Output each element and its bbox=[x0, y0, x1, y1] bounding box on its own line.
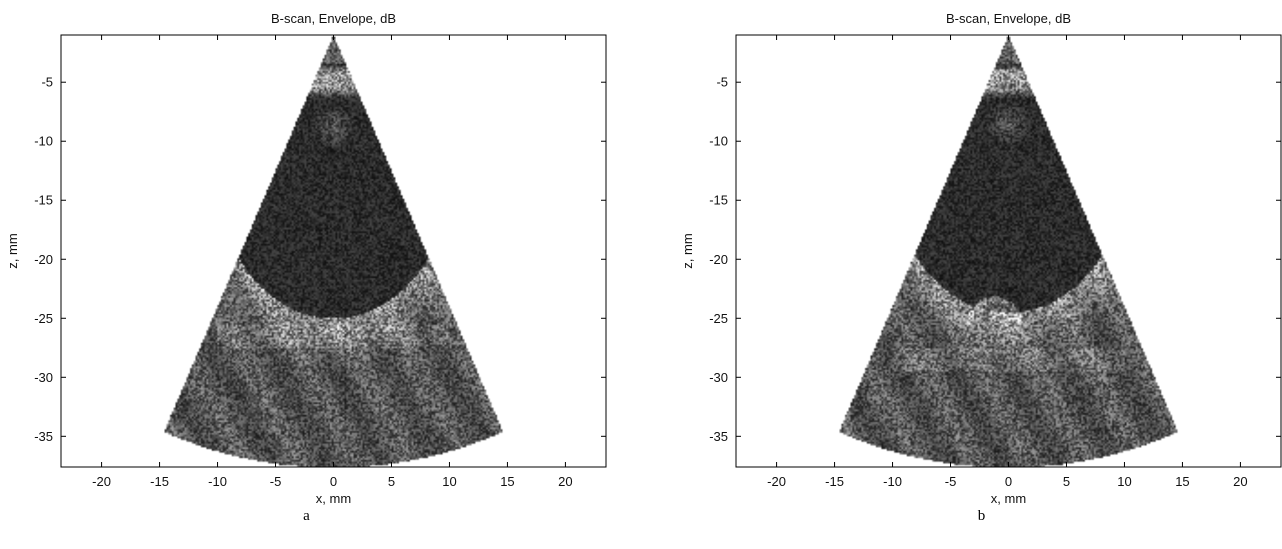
x-tick-label: 15 bbox=[1175, 474, 1189, 489]
y-axis-label: z, mm bbox=[680, 233, 695, 268]
bscan-image bbox=[61, 35, 606, 467]
panel-caption: b bbox=[978, 508, 986, 524]
x-tick-label: 10 bbox=[442, 474, 456, 489]
x-tick-label: -5 bbox=[945, 474, 957, 489]
y-tick-label: -35 bbox=[34, 429, 53, 444]
y-tick-label: -30 bbox=[709, 370, 728, 385]
x-tick-label: 10 bbox=[1117, 474, 1131, 489]
chart-panel-b: -20 -15 -10 -5 0 5 10 15 20 -5 -10 -15 -20 -25 -30 -35 B… bbox=[680, 11, 1282, 524]
x-axis-label: x, mm bbox=[316, 491, 351, 506]
x-axis-label: x, mm bbox=[991, 491, 1026, 506]
y-tick-label: -15 bbox=[709, 193, 728, 208]
y-axis-label: z, mm bbox=[5, 233, 20, 268]
x-tick-label: -15 bbox=[825, 474, 844, 489]
chart-panel-a: -20 -15 -10 -5 0 5 10 15 20 -5 -10 -15 -20 -25 -30 -35 B… bbox=[5, 11, 607, 524]
panel-caption: a bbox=[303, 508, 310, 524]
y-tick-label: -5 bbox=[41, 75, 53, 90]
x-tick-label: -20 bbox=[92, 474, 111, 489]
y-tick-label: -20 bbox=[34, 252, 53, 267]
y-tick-label: -25 bbox=[709, 311, 728, 326]
x-tick-label: -15 bbox=[150, 474, 169, 489]
bscan-image bbox=[736, 35, 1281, 467]
chart-title: B-scan, Envelope, dB bbox=[946, 11, 1071, 26]
y-tick-label: -30 bbox=[34, 370, 53, 385]
x-tick-label: 5 bbox=[1063, 474, 1070, 489]
x-tick-label: 15 bbox=[500, 474, 514, 489]
y-tick-label: -10 bbox=[34, 134, 53, 149]
x-tick-label: -10 bbox=[883, 474, 902, 489]
y-tick-label: -35 bbox=[709, 429, 728, 444]
y-tick-label: -15 bbox=[34, 193, 53, 208]
x-tick-label: 20 bbox=[1233, 474, 1247, 489]
x-tick-label: 0 bbox=[1005, 474, 1012, 489]
y-tick-label: -10 bbox=[709, 134, 728, 149]
chart-title: B-scan, Envelope, dB bbox=[271, 11, 396, 26]
y-tick-label: -20 bbox=[709, 252, 728, 267]
y-tick-label: -25 bbox=[34, 311, 53, 326]
x-tick-label: -20 bbox=[767, 474, 786, 489]
x-tick-label: 20 bbox=[558, 474, 572, 489]
x-tick-label: 5 bbox=[388, 474, 395, 489]
y-tick-label: -5 bbox=[716, 75, 728, 90]
x-tick-label: -10 bbox=[208, 474, 227, 489]
x-tick-label: -5 bbox=[270, 474, 282, 489]
x-tick-label: 0 bbox=[330, 474, 337, 489]
